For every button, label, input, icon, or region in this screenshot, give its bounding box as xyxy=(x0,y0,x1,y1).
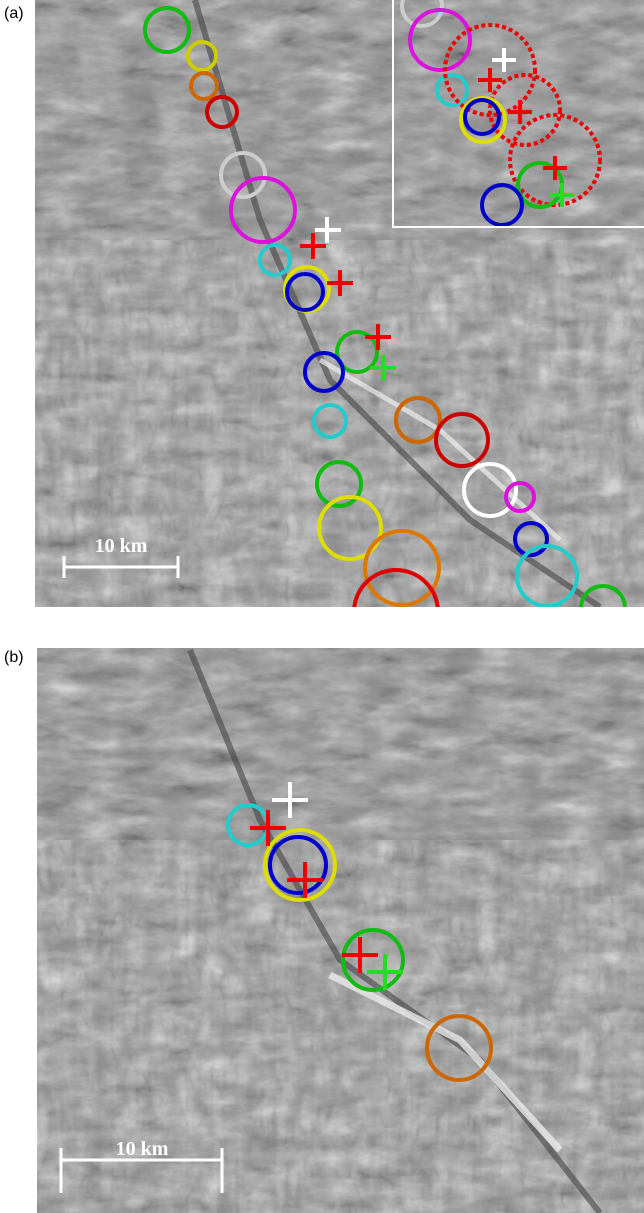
figure: (a) xyxy=(0,0,644,1213)
panel-label: (a) xyxy=(4,5,24,22)
panel-a: (a) xyxy=(4,0,644,654)
inset xyxy=(393,0,644,227)
panel-label: (b) xyxy=(4,649,24,666)
image-b xyxy=(37,648,644,1213)
scale-label: 10 km xyxy=(116,1138,169,1160)
panel-b: (b) 10 km xyxy=(4,648,644,1213)
scale-label: 10 km xyxy=(95,535,148,557)
page: (a) xyxy=(0,0,644,1213)
